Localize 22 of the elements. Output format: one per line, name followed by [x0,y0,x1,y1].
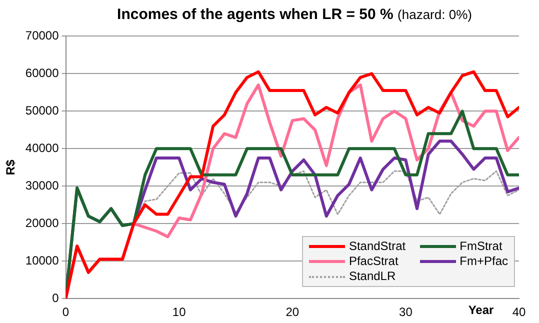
x-tick-label: 30 [399,305,413,320]
y-tick-label: 0 [52,290,60,305]
legend-label: PfacStrat [348,254,398,269]
legend-label: Fm+Pfac [460,254,508,269]
y-tick-label: 30000 [25,178,60,192]
x-tick-label: 20 [286,305,300,320]
x-tick-label: 40 [512,305,526,320]
legend-label: StandLR [348,269,396,284]
y-tick-label: 40000 [25,140,60,155]
y-tick-label: 10000 [25,253,60,268]
legend-label: StandStrat [348,239,406,254]
y-axis-title: R$ [4,159,18,176]
chart-title: Incomes of the agents when LR = 50 % [117,6,394,23]
x-tick-label: 0 [62,305,70,320]
y-tick-label: 60000 [25,66,60,80]
legend-label: FmStrat [460,239,502,254]
y-tick-label: 70000 [25,28,60,43]
chart-subtitle: (hazard: 0%) [398,7,472,22]
x-axis-title: Year [468,302,494,317]
y-tick-label: 50000 [25,103,60,118]
x-tick-label: 10 [172,305,186,320]
y-tick-label: 20000 [25,216,60,230]
